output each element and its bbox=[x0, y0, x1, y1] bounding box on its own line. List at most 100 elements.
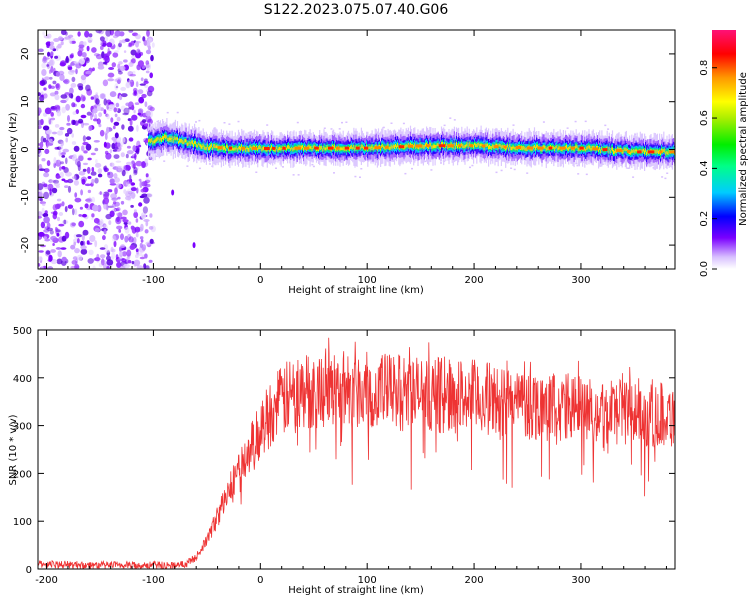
speckle-cell bbox=[195, 121, 197, 123]
ridge-cell bbox=[312, 145, 314, 149]
ridge-cell bbox=[166, 135, 168, 139]
ridge-cell bbox=[546, 147, 548, 151]
ridge-cell bbox=[426, 142, 428, 146]
spectrogram-xtick-label: 300 bbox=[571, 275, 590, 286]
ridge-cell bbox=[656, 149, 658, 154]
ridge-cell bbox=[655, 149, 657, 154]
noise-cell bbox=[85, 84, 91, 92]
noise-cell bbox=[63, 219, 67, 225]
speckle-cell bbox=[585, 173, 588, 176]
noise-cell bbox=[91, 213, 95, 218]
noise-cell bbox=[53, 179, 59, 184]
noise-cell bbox=[119, 65, 126, 72]
ridge-cell bbox=[644, 150, 646, 155]
noise-cell bbox=[134, 226, 141, 233]
snr-line bbox=[38, 337, 675, 569]
noise-cell bbox=[60, 94, 68, 99]
noise-cell bbox=[95, 98, 100, 105]
noise-cell bbox=[103, 109, 107, 115]
peak-cell bbox=[336, 146, 340, 150]
noise-cell bbox=[99, 93, 106, 99]
ridge-cell bbox=[533, 145, 536, 148]
ridge-cell bbox=[201, 145, 203, 150]
speckle-cell bbox=[577, 173, 580, 175]
noise-cell bbox=[38, 231, 45, 237]
speckle-cell bbox=[186, 165, 189, 167]
noise-cell bbox=[132, 173, 136, 177]
ridge-cell bbox=[600, 149, 602, 154]
noise-cell bbox=[69, 54, 74, 59]
ridge-cell bbox=[473, 144, 475, 149]
noise-cell bbox=[48, 69, 52, 74]
speckle-cell bbox=[566, 127, 569, 129]
ridge-cell bbox=[632, 150, 634, 153]
noise-cell bbox=[47, 117, 51, 120]
ridge-cell bbox=[497, 146, 499, 150]
noise-cell bbox=[54, 182, 60, 187]
noise-cell bbox=[130, 204, 134, 208]
noise-cell bbox=[90, 171, 97, 176]
ridge-cell bbox=[262, 146, 264, 151]
spectrogram-ytick-label: 0 bbox=[20, 146, 31, 152]
noise-cell bbox=[51, 131, 58, 135]
noise-cell bbox=[65, 157, 68, 165]
ridge-cell bbox=[372, 147, 374, 151]
ridge-cell bbox=[206, 143, 209, 148]
noise-cell bbox=[50, 112, 54, 117]
ridge-cell bbox=[174, 137, 176, 141]
noise-cell bbox=[131, 160, 135, 164]
ridge-cell bbox=[163, 136, 165, 141]
noise-cell bbox=[86, 111, 92, 116]
noise-cell bbox=[137, 112, 142, 116]
noise-cell bbox=[82, 122, 90, 126]
noise-cell bbox=[113, 154, 120, 160]
ridge-cell bbox=[247, 147, 249, 152]
noise-cell bbox=[49, 45, 55, 51]
noise-cell bbox=[65, 137, 68, 143]
noise-cell bbox=[66, 122, 71, 126]
ridge-cell bbox=[417, 146, 419, 149]
peak-cell bbox=[438, 144, 446, 148]
noise-cell bbox=[70, 265, 78, 269]
speckle-cell bbox=[266, 124, 269, 126]
noise-cell bbox=[127, 221, 132, 225]
noise-cell bbox=[110, 117, 114, 123]
noise-cell bbox=[109, 183, 117, 186]
noise-cell bbox=[96, 253, 100, 260]
noise-cell bbox=[137, 108, 144, 114]
noise-cell bbox=[135, 218, 139, 223]
noise-cell bbox=[108, 104, 116, 109]
noise-cell bbox=[118, 61, 123, 65]
noise-cell bbox=[119, 40, 123, 44]
noise-cell bbox=[71, 222, 76, 227]
noise-cell bbox=[121, 258, 127, 263]
noise-cell bbox=[94, 257, 101, 262]
speckle-cell bbox=[526, 172, 529, 174]
ridge-cell bbox=[382, 143, 384, 148]
noise-cell bbox=[125, 153, 129, 159]
noise-cell bbox=[141, 161, 146, 169]
noise-cell bbox=[133, 211, 139, 218]
noise-cell bbox=[59, 171, 64, 178]
noise-cell bbox=[75, 68, 78, 75]
noise-cell bbox=[104, 133, 108, 140]
noise-cell bbox=[65, 57, 70, 64]
ridge-cell bbox=[523, 145, 525, 150]
noise-cell bbox=[116, 225, 123, 230]
noise-cell bbox=[75, 109, 80, 115]
noise-cell bbox=[40, 135, 45, 144]
noise-cell bbox=[38, 191, 44, 197]
peak-cell bbox=[469, 144, 473, 148]
ridge-cell bbox=[176, 137, 179, 141]
ridge-cell bbox=[641, 149, 644, 153]
noise-cell bbox=[49, 230, 54, 235]
ridge-cell bbox=[290, 148, 292, 151]
noise-cell bbox=[71, 40, 76, 44]
noise-cell bbox=[57, 159, 61, 163]
noise-cell bbox=[48, 254, 53, 262]
noise-cell bbox=[49, 188, 52, 196]
speckle-cell bbox=[443, 124, 446, 127]
noise-cell bbox=[139, 242, 143, 248]
snr-ytick-label: 400 bbox=[13, 374, 32, 385]
ridge-cell bbox=[589, 145, 591, 150]
